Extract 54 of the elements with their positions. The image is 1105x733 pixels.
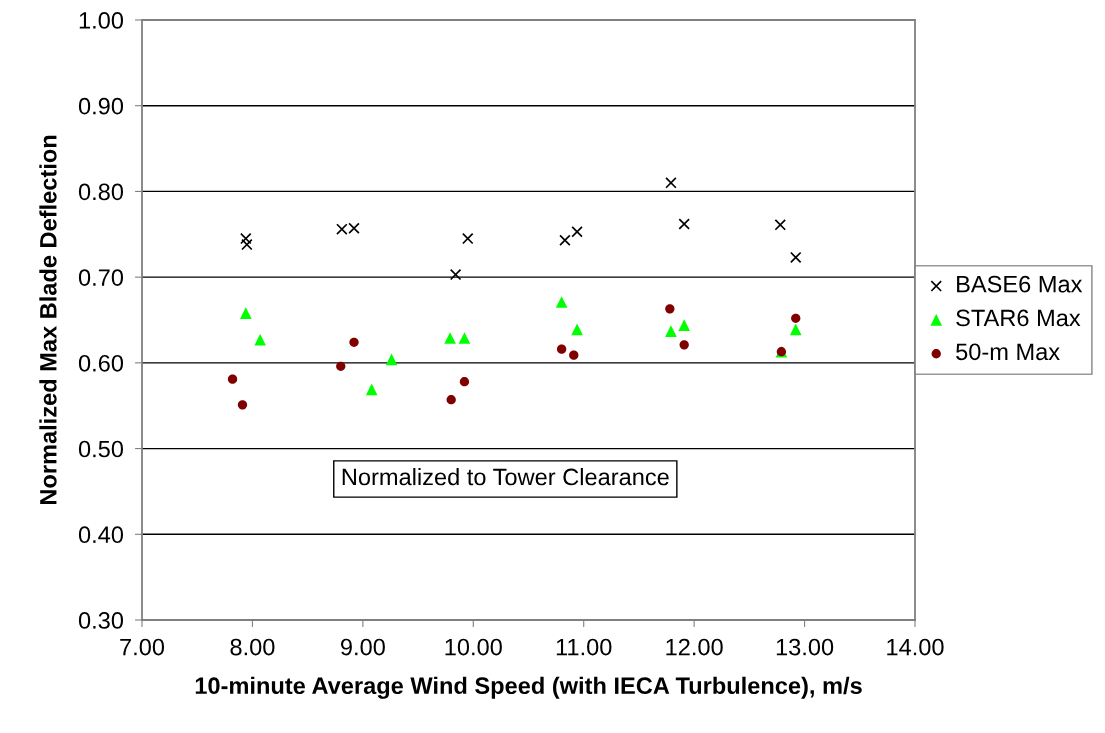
point [569, 350, 579, 360]
y-tick-label: 0.60 [78, 354, 124, 372]
x-tick-label: 9.00 [340, 638, 385, 656]
annotation: Normalized to Tower Clearance [342, 467, 669, 486]
point [227, 374, 238, 384]
point [679, 340, 689, 350]
point [678, 218, 690, 230]
point [349, 337, 359, 347]
x-tick-label: 14.00 [887, 638, 944, 656]
y-tick-label: 0.70 [78, 269, 124, 286]
point [444, 332, 456, 344]
point [365, 383, 378, 396]
point [237, 400, 248, 410]
point [458, 332, 471, 344]
y-tick-label: 0.50 [78, 440, 124, 458]
point [336, 361, 346, 371]
point [789, 323, 802, 336]
point [678, 319, 691, 331]
point [571, 323, 583, 336]
point [240, 232, 252, 245]
y-tick-label: 0.30 [78, 612, 124, 629]
point [462, 232, 474, 245]
point [446, 395, 456, 405]
y-tick-label: 0.90 [78, 97, 124, 115]
point [789, 251, 802, 264]
point [791, 313, 801, 323]
legend-label: 50-m Max [956, 343, 1060, 361]
x-tick-label: 13.00 [776, 638, 834, 656]
point [556, 344, 567, 354]
point [449, 268, 462, 281]
x-tick-label: 11.00 [556, 638, 612, 656]
point [559, 234, 571, 247]
y-tick-label: 0.40 [78, 526, 124, 544]
point [571, 225, 583, 238]
point [774, 219, 787, 231]
point [665, 325, 677, 337]
point [555, 296, 568, 308]
x-tick-label: 12.00 [666, 638, 723, 656]
x-tick-label: 7.00 [120, 638, 165, 656]
legend-label: BASE6 Max [957, 275, 1083, 293]
point [239, 307, 252, 319]
point [459, 377, 470, 387]
x-tick-label: 10.00 [445, 638, 502, 656]
x-tick-label: 8.00 [230, 638, 275, 656]
x-axis-title: 10-minute Average Wind Speed (with IECA Turbulence), m/s [195, 676, 862, 699]
legend-label: STAR6 Max [956, 309, 1081, 327]
point [665, 304, 675, 314]
y-tick-label: 1.00 [79, 12, 124, 29]
point [665, 177, 677, 189]
y-tick-label: 0.80 [78, 183, 124, 201]
point [241, 238, 253, 251]
point [385, 353, 398, 366]
point [254, 333, 266, 346]
y-axis-title: Normalized Max Blade Deflection [39, 135, 57, 505]
